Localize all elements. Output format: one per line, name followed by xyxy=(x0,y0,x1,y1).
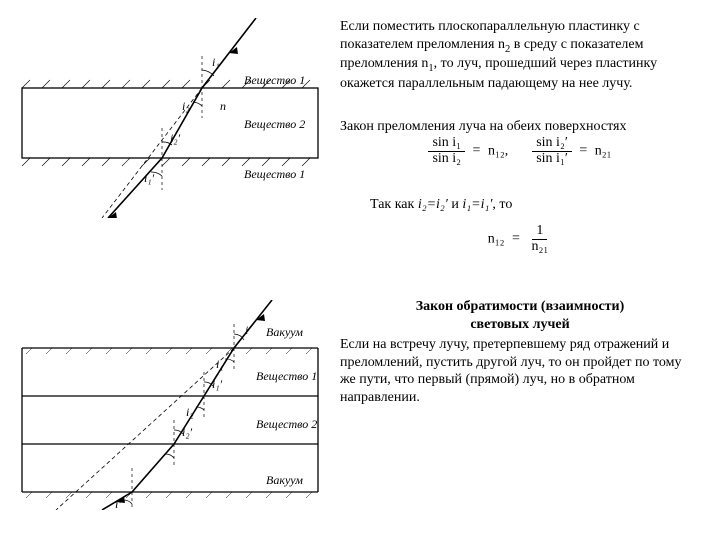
diagram-parallel-plate: i₁ i₂ i₂′ i₁′ n Вещество 1 Вещество 2 Ве… xyxy=(16,18,324,218)
label-i2: i₂ xyxy=(182,99,190,113)
label-i1p: i₁′ xyxy=(144,171,155,185)
l-i: i xyxy=(245,323,248,337)
l-med1: Вещество 1 xyxy=(256,369,317,383)
l-i2: i₂ xyxy=(186,405,194,419)
paragraph-plate: Если поместить плоскопараллельную пласти… xyxy=(340,18,700,93)
paragraph-reversibility: Если на встречу лучу, претерпевшему ряд … xyxy=(340,336,700,406)
l-med2: Вещество 2 xyxy=(256,417,317,431)
diagram-multilayer: Вакуум Вещество 1 Вещество 2 Вакуум i i₁… xyxy=(16,300,324,510)
l-i1p: i₁′ xyxy=(212,377,223,391)
l-vac-b: Вакуум xyxy=(266,473,303,487)
label-i2p: i₂′ xyxy=(170,131,181,145)
since-line: Так как i₂=i₂′ и i₁=i₁′, то xyxy=(370,196,700,214)
label-m1b: Вещество 1 xyxy=(244,167,305,181)
label-m1a: Вещество 1 xyxy=(244,73,305,87)
label-i1: i₁ xyxy=(212,55,220,69)
l-ip: i′ xyxy=(115,497,121,510)
law-caption: Закон преломления луча на обеих поверхно… xyxy=(340,118,700,136)
l-vac-a: Вакуум xyxy=(266,325,303,339)
label-m2: Вещество 2 xyxy=(244,117,305,131)
l-i1: i₁ xyxy=(216,357,224,371)
law2-title: Закон обратимости (взаимности) световых … xyxy=(340,298,700,333)
equation-n12-n21: sin i₁ sin i₂ = n₁₂, sin i₂′ sin i₁′ = n… xyxy=(340,136,700,166)
l-i2p: i₂′ xyxy=(182,425,193,439)
label-ne: n xyxy=(220,99,226,113)
equation-reciprocal: n₁₂ = 1 n₂₁ xyxy=(340,224,700,254)
